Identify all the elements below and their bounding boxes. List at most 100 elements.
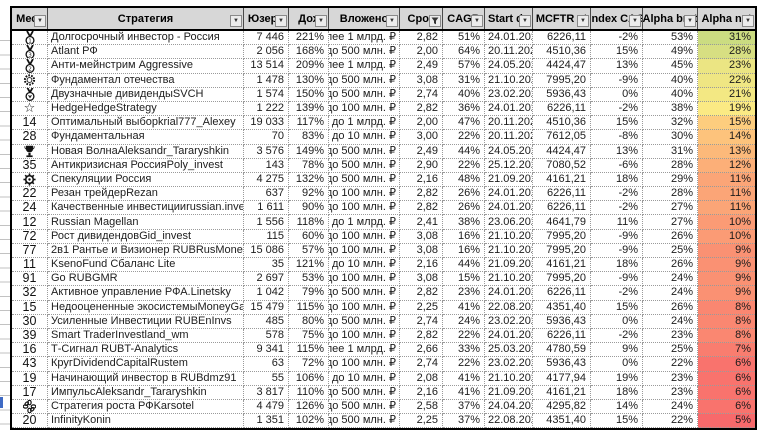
cagr-cell[interactable]: 31%	[443, 73, 485, 88]
mcftr-start-cell[interactable]: 7995,20	[533, 73, 591, 88]
place-cell[interactable]: 19	[12, 371, 48, 386]
place-cell[interactable]: ☆	[12, 101, 48, 117]
place-cell[interactable]: 11	[12, 258, 48, 273]
cagr-cell[interactable]: 16%	[443, 243, 485, 258]
column-header-start-date[interactable]: Start da ▼	[485, 8, 533, 29]
filter-applied-funnel-icon[interactable]	[429, 15, 441, 27]
place-cell[interactable]: 3	[12, 45, 48, 60]
invested-cell[interactable]: до 100 млн. ₽	[329, 201, 400, 216]
column-header-alpha-brutto[interactable]: Alpha brut ▼	[643, 8, 698, 29]
profit-cell[interactable]: 75%	[289, 328, 329, 344]
term-cell[interactable]: 3,08	[400, 243, 443, 258]
alpha-brutto-cell[interactable]: 27%	[643, 215, 698, 230]
alpha-netto-cell[interactable]: 15%	[698, 116, 755, 131]
alpha-netto-cell[interactable]: 6%	[698, 371, 755, 386]
index-cagr-cell[interactable]: -2%	[591, 187, 643, 202]
strategy-cell[interactable]: Резан трейдерRezan	[48, 187, 244, 202]
term-cell[interactable]: 2,90	[400, 158, 443, 173]
term-cell[interactable]: 2,82	[400, 328, 443, 344]
start-date-cell[interactable]: 24.05.2022	[485, 59, 533, 74]
strategy-cell[interactable]: Фундаментал отечества	[48, 73, 244, 88]
invested-cell[interactable]: до 100 млн. ₽	[329, 101, 400, 117]
mcftr-start-cell[interactable]: 4351,40	[533, 300, 591, 315]
invested-cell[interactable]: до 500 млн. ₽	[329, 73, 400, 88]
term-cell[interactable]: 2,49	[400, 144, 443, 159]
start-date-cell[interactable]: 24.01.2022	[485, 187, 533, 202]
users-cell[interactable]: 19 033	[244, 116, 289, 131]
cagr-cell[interactable]: 41%	[443, 385, 485, 400]
start-date-cell[interactable]: 23.02.2022	[485, 357, 533, 372]
column-header-profit[interactable]: Дох ▼	[289, 8, 329, 29]
index-cagr-cell[interactable]: 11%	[591, 215, 643, 230]
strategy-cell[interactable]: Качественные инвестицииrussian.investor	[48, 201, 244, 216]
strategy-cell[interactable]: KsenoFund Сбаланс Lite	[48, 258, 244, 273]
mcftr-start-cell[interactable]: 7995,20	[533, 229, 591, 244]
alpha-netto-cell[interactable]: 8%	[698, 314, 755, 329]
alpha-brutto-cell[interactable]: 22%	[643, 414, 698, 429]
alpha-brutto-cell[interactable]: 28%	[643, 158, 698, 173]
index-cagr-cell[interactable]: -2%	[591, 328, 643, 344]
cagr-cell[interactable]: 16%	[443, 229, 485, 244]
profit-cell[interactable]: 168%	[289, 45, 329, 60]
cagr-cell[interactable]: 22%	[443, 130, 485, 145]
strategy-cell[interactable]: Активное управление РФА.Linetsky	[48, 286, 244, 301]
invested-cell[interactable]: до 10 млн. ₽	[329, 258, 400, 273]
profit-cell[interactable]: 110%	[289, 385, 329, 400]
alpha-brutto-cell[interactable]: 49%	[643, 45, 698, 60]
profit-cell[interactable]: 130%	[289, 73, 329, 88]
cagr-cell[interactable]: 41%	[443, 300, 485, 315]
index-cagr-cell[interactable]: -9%	[591, 243, 643, 258]
invested-cell[interactable]: до 500 млн. ₽	[329, 286, 400, 301]
invested-cell[interactable]: олее 1 млрд. ₽	[329, 31, 400, 46]
alpha-netto-cell[interactable]: 9%	[698, 243, 755, 258]
strategy-cell[interactable]: Т-Сигнал RUBT-Analytics	[48, 343, 244, 358]
filter-dropdown-icon[interactable]: ▼	[742, 15, 754, 27]
cagr-cell[interactable]: 22%	[443, 158, 485, 173]
users-cell[interactable]: 1 556	[244, 215, 289, 230]
mcftr-start-cell[interactable]: 5936,43	[533, 314, 591, 329]
alpha-netto-cell[interactable]: 6%	[698, 385, 755, 400]
alpha-brutto-cell[interactable]: 31%	[643, 144, 698, 159]
start-date-cell[interactable]: 21.10.2021	[485, 229, 533, 244]
place-cell[interactable]	[12, 87, 48, 102]
mcftr-start-cell[interactable]: 6226,11	[533, 31, 591, 46]
profit-cell[interactable]: 106%	[289, 371, 329, 386]
term-cell[interactable]: 2,82	[400, 286, 443, 301]
cagr-cell[interactable]: 44%	[443, 144, 485, 159]
alpha-brutto-cell[interactable]: 26%	[643, 258, 698, 273]
profit-cell[interactable]: 90%	[289, 201, 329, 216]
invested-cell[interactable]: до 500 млн. ₽	[329, 399, 400, 415]
cagr-cell[interactable]: 38%	[443, 215, 485, 230]
filter-dropdown-icon[interactable]: ▼	[577, 15, 589, 27]
place-cell[interactable]: 2	[12, 59, 48, 74]
cagr-cell[interactable]: 41%	[443, 371, 485, 386]
column-header-mcftr-start[interactable]: MCFTR st ▼	[533, 8, 591, 29]
alpha-netto-cell[interactable]: 9%	[698, 286, 755, 301]
place-cell[interactable]	[12, 172, 48, 188]
cagr-cell[interactable]: 26%	[443, 201, 485, 216]
start-date-cell[interactable]: 24.04.2022	[485, 399, 533, 415]
place-cell[interactable]: 20	[12, 414, 48, 429]
term-cell[interactable]: 3,00	[400, 130, 443, 145]
mcftr-start-cell[interactable]: 4351,40	[533, 414, 591, 429]
index-cagr-cell[interactable]: -9%	[591, 73, 643, 88]
users-cell[interactable]: 2 056	[244, 45, 289, 60]
alpha-netto-cell[interactable]: 31%	[698, 31, 755, 46]
index-cagr-cell[interactable]: -2%	[591, 101, 643, 117]
invested-cell[interactable]: до 500 млн. ₽	[329, 144, 400, 159]
index-cagr-cell[interactable]: 9%	[591, 343, 643, 358]
mcftr-start-cell[interactable]: 7080,52	[533, 158, 591, 173]
mcftr-start-cell[interactable]: 7995,20	[533, 243, 591, 258]
strategy-cell[interactable]: Долгосрочный инвестор - Россия	[48, 31, 244, 46]
alpha-brutto-cell[interactable]: 25%	[643, 243, 698, 258]
users-cell[interactable]: 4 275	[244, 172, 289, 188]
alpha-brutto-cell[interactable]: 38%	[643, 101, 698, 117]
alpha-brutto-cell[interactable]: 32%	[643, 116, 698, 131]
alpha-netto-cell[interactable]: 22%	[698, 73, 755, 88]
start-date-cell[interactable]: 22.08.2022	[485, 414, 533, 429]
profit-cell[interactable]: 79%	[289, 286, 329, 301]
alpha-brutto-cell[interactable]: 23%	[643, 328, 698, 344]
term-cell[interactable]: 2,66	[400, 343, 443, 358]
invested-cell[interactable]: до 100 млн. ₽	[329, 243, 400, 258]
place-cell[interactable]: 77	[12, 243, 48, 258]
